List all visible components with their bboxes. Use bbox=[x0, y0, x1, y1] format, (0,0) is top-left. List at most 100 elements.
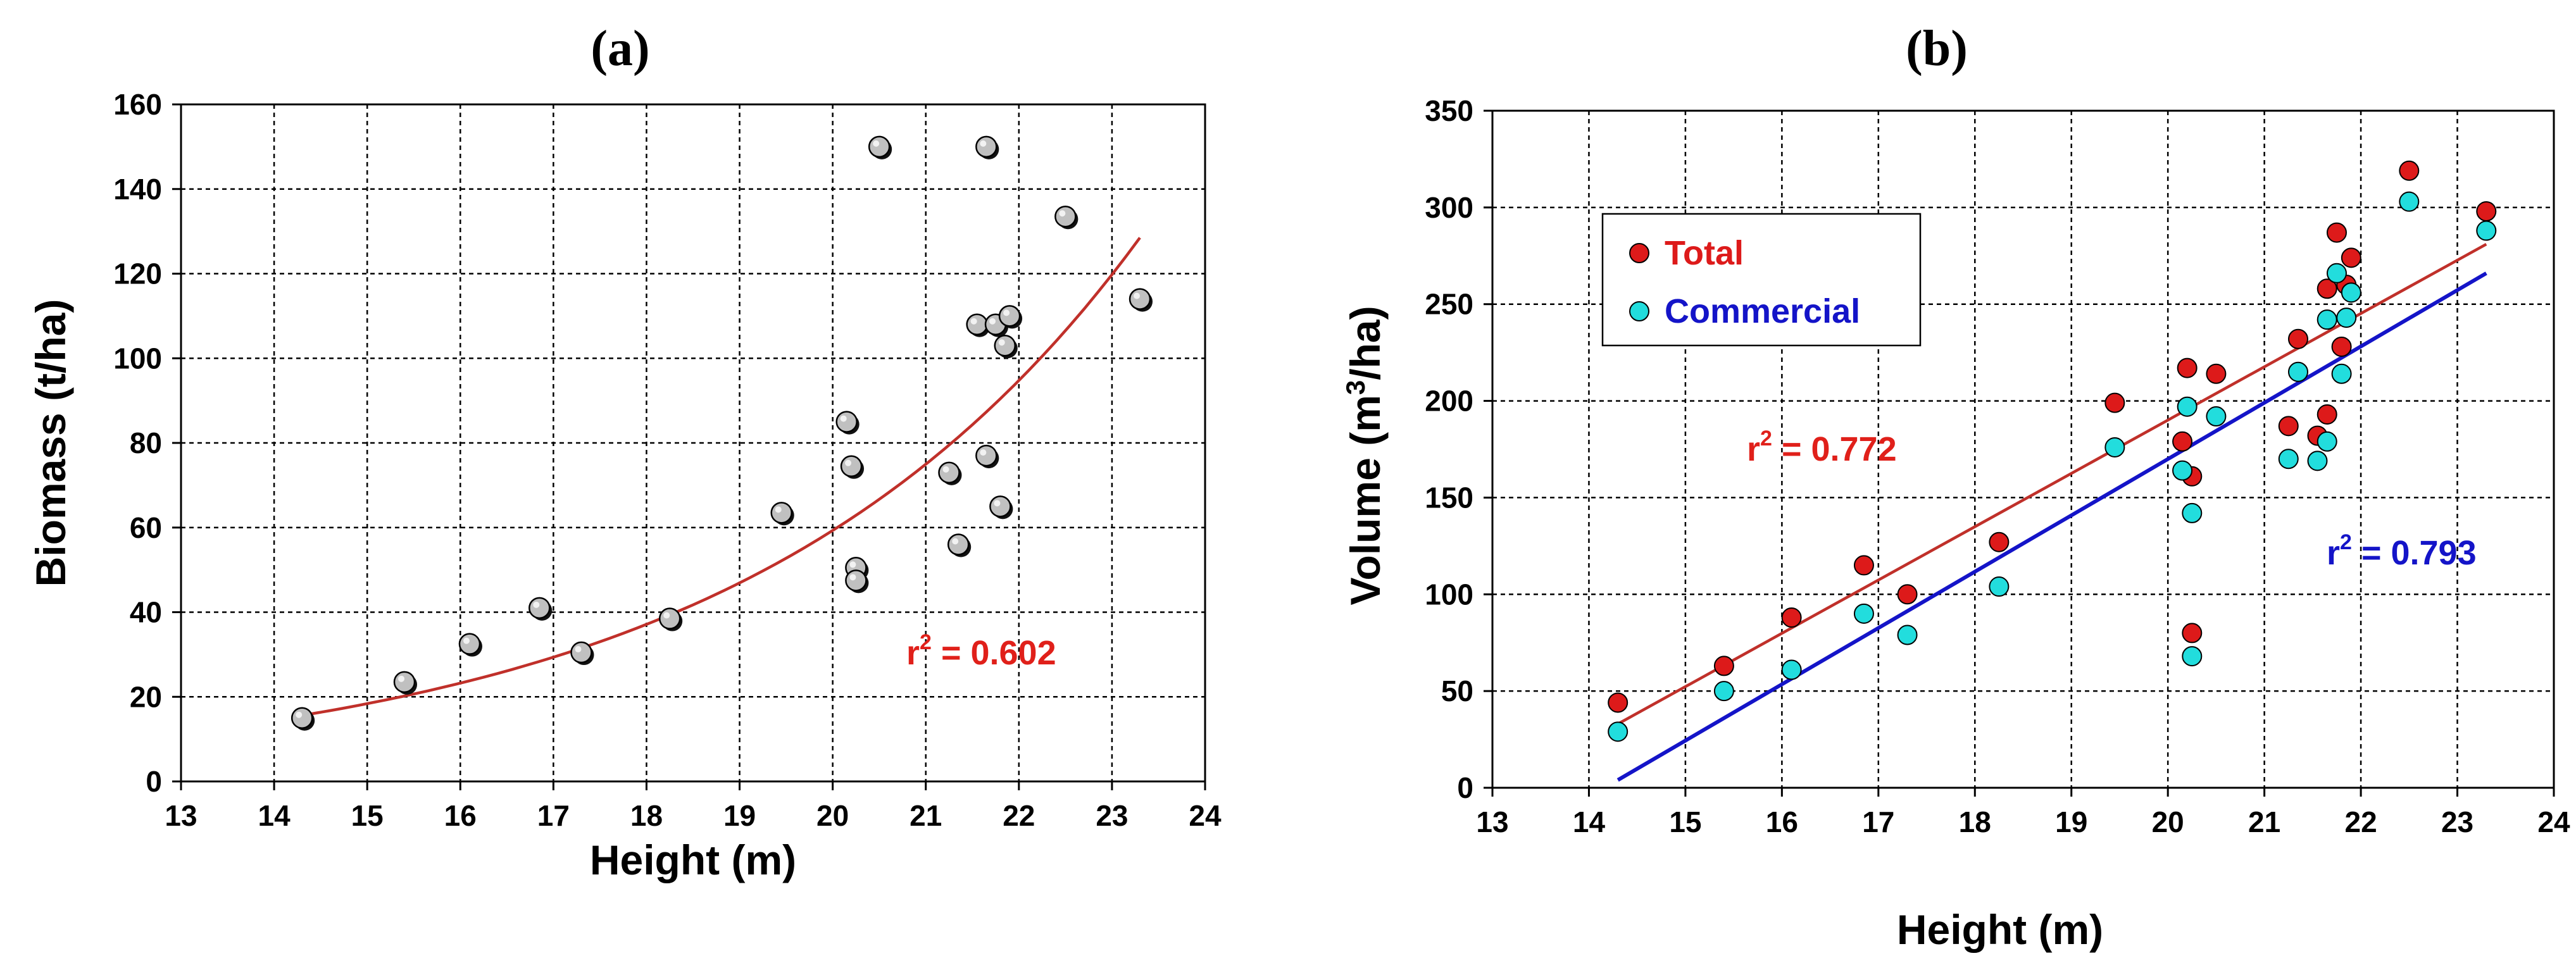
x-tick-label: 17 bbox=[537, 799, 570, 832]
data-point-commercial bbox=[2172, 460, 2193, 481]
data-point-total bbox=[2287, 328, 2308, 349]
point-marker bbox=[2287, 361, 2308, 382]
data-point-commercial bbox=[2307, 451, 2328, 471]
data-point-biomass bbox=[845, 569, 869, 594]
data-point-biomass bbox=[975, 135, 999, 159]
y-tick-label: 350 bbox=[1425, 94, 1473, 127]
data-point-biomass bbox=[658, 607, 683, 631]
y-tick-label: 150 bbox=[1425, 481, 1473, 514]
point-marker bbox=[998, 305, 1021, 327]
point-marker bbox=[1897, 584, 1918, 605]
point-marker bbox=[2341, 247, 2361, 268]
point-marker bbox=[1853, 555, 1874, 576]
panel-b-y-axis-label-sup: 3 bbox=[1341, 380, 1370, 395]
point-marker bbox=[1713, 681, 1734, 702]
point-marker bbox=[2287, 328, 2308, 349]
point-marker bbox=[2331, 336, 2352, 357]
data-point-biomass bbox=[458, 633, 482, 657]
y-tick-label: 100 bbox=[113, 342, 162, 375]
panel-b-y-axis-label-main: Volume (m bbox=[1342, 395, 1389, 605]
x-tick-label: 24 bbox=[2537, 805, 2570, 838]
data-point-commercial bbox=[1608, 721, 1629, 742]
point-marker bbox=[868, 135, 891, 158]
data-point-biomass bbox=[868, 135, 892, 159]
x-tick-label: 21 bbox=[2248, 805, 2280, 838]
panel-a-r-squared-base: r bbox=[906, 634, 920, 672]
panel-b-legend: Total Commercial bbox=[1601, 213, 1922, 347]
point-marker bbox=[2326, 263, 2347, 283]
panel-b-tick-labels: 13 14 15 16 17 18 19 20 21 22 23 240501001502002503… bbox=[1425, 94, 2570, 838]
panel-b: (b) 13 14 15 16 17 18 19 20 21 22 23 24050100150200… bbox=[1341, 21, 2570, 953]
x-tick-label: 20 bbox=[816, 799, 849, 832]
x-tick-label: 13 bbox=[165, 799, 197, 832]
x-tick-label: 24 bbox=[1189, 799, 1222, 832]
y-tick-label: 50 bbox=[1441, 675, 1473, 707]
point-marker bbox=[975, 135, 997, 158]
data-point-biomass bbox=[975, 444, 999, 469]
point-marker bbox=[840, 455, 863, 478]
point-marker bbox=[570, 641, 592, 664]
panel-a-r-squared-sup: 2 bbox=[920, 630, 932, 654]
point-highlight bbox=[980, 449, 987, 456]
x-tick-label: 23 bbox=[2441, 805, 2473, 838]
point-highlight bbox=[989, 318, 996, 325]
x-tick-label: 21 bbox=[910, 799, 942, 832]
point-marker bbox=[528, 597, 551, 619]
y-tick-label: 120 bbox=[113, 258, 162, 290]
point-marker bbox=[2177, 396, 2198, 417]
x-tick-label: 14 bbox=[1573, 805, 1606, 838]
point-marker bbox=[2177, 358, 2198, 378]
data-point-biomass bbox=[528, 597, 553, 621]
data-point-biomass bbox=[1129, 288, 1153, 312]
y-tick-label: 40 bbox=[130, 596, 162, 629]
data-point-total bbox=[2104, 392, 2125, 413]
x-tick-label: 13 bbox=[1476, 805, 1508, 838]
y-tick-label: 0 bbox=[1457, 771, 1473, 804]
point-marker bbox=[2172, 460, 2193, 481]
point-marker bbox=[1989, 576, 2010, 597]
y-tick-label: 140 bbox=[113, 173, 162, 206]
panel-a-x-axis-label: Height (m) bbox=[590, 836, 796, 883]
point-marker bbox=[2182, 623, 2203, 644]
point-marker bbox=[1989, 532, 2010, 552]
data-point-total bbox=[1608, 692, 1629, 713]
x-tick-label: 15 bbox=[1669, 805, 1701, 838]
point-highlight bbox=[980, 140, 987, 147]
point-marker bbox=[994, 334, 1016, 357]
y-tick-label: 0 bbox=[146, 765, 162, 798]
point-highlight bbox=[1003, 309, 1010, 316]
point-highlight bbox=[533, 601, 540, 608]
data-point-biomass bbox=[840, 455, 865, 479]
point-marker bbox=[2336, 308, 2357, 328]
point-marker bbox=[2331, 363, 2352, 384]
point-marker bbox=[458, 633, 481, 655]
x-tick-label: 22 bbox=[1003, 799, 1035, 832]
data-point-biomass bbox=[998, 305, 1023, 329]
panel-b-gridlines bbox=[1492, 111, 2554, 788]
panel-b-r-squared-total: r2 = 0.772 bbox=[1747, 426, 1897, 468]
point-highlight bbox=[849, 561, 856, 568]
x-tick-label: 14 bbox=[258, 799, 291, 832]
point-marker bbox=[1713, 656, 1734, 676]
point-marker bbox=[938, 461, 960, 484]
x-tick-label: 16 bbox=[444, 799, 477, 832]
data-point-commercial bbox=[2317, 431, 2337, 452]
data-point-total bbox=[2317, 404, 2337, 425]
point-marker bbox=[1129, 288, 1151, 310]
point-marker bbox=[966, 313, 988, 335]
data-point-commercial bbox=[1781, 659, 1802, 680]
data-point-commercial bbox=[2104, 437, 2125, 457]
panel-b-r-squared-commercial: r2 = 0.793 bbox=[2327, 530, 2477, 572]
x-tick-label: 18 bbox=[1959, 805, 1991, 838]
data-point-total bbox=[2278, 416, 2299, 437]
data-point-total bbox=[2317, 278, 2337, 299]
data-point-total bbox=[2326, 222, 2347, 243]
data-point-total bbox=[1781, 607, 1802, 628]
panel-a-gridlines bbox=[181, 104, 1205, 781]
data-point-commercial bbox=[2399, 191, 2420, 212]
point-marker bbox=[2104, 437, 2125, 457]
point-marker bbox=[1853, 603, 1874, 624]
point-marker bbox=[2476, 220, 2497, 241]
data-point-commercial bbox=[2182, 502, 2203, 523]
panel-b-x-axis-label: Height (m) bbox=[1897, 906, 2103, 953]
